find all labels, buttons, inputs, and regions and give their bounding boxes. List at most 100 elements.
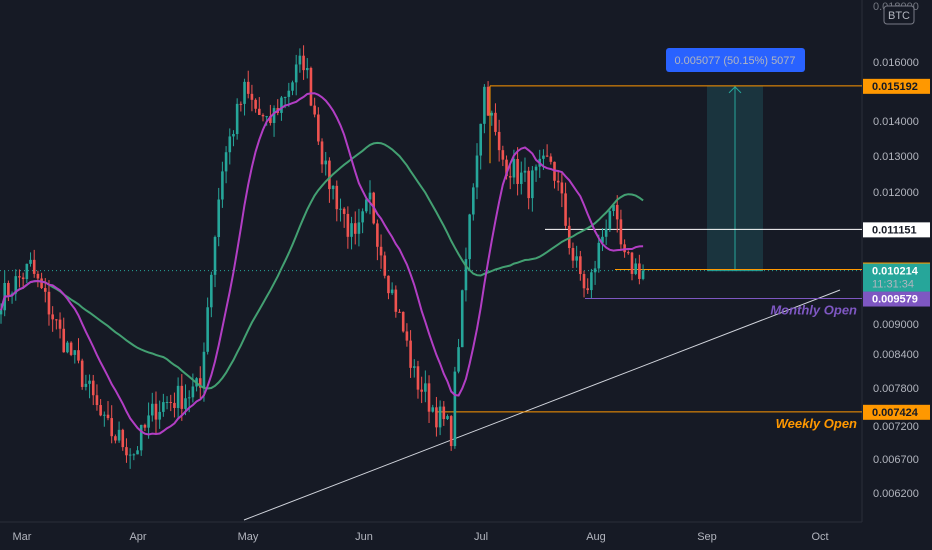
price-label-1: 0.011151	[872, 224, 917, 236]
candle-body-118	[435, 407, 438, 428]
candle-body-11	[40, 278, 43, 289]
candle-body-88	[324, 160, 328, 165]
currency-label: BTC	[888, 10, 910, 22]
candle-body-147	[542, 155, 545, 159]
candle-body-2	[7, 282, 10, 296]
candle-body-39	[143, 424, 147, 428]
candle-body-89	[328, 160, 331, 190]
candle-body-160	[590, 272, 593, 291]
annotation-monthly-open: Monthly Open	[770, 303, 857, 318]
candle-body-171	[630, 252, 634, 274]
price-label-3: 0.009579	[872, 294, 918, 306]
candle-body-99	[365, 199, 368, 212]
candle-body-43	[158, 411, 161, 420]
candle-body-126	[464, 259, 468, 291]
y-tick-label-4: 0.009000	[873, 319, 919, 331]
candle-body-98	[361, 211, 364, 223]
candle-body-55	[202, 351, 206, 388]
candle-body-102	[376, 223, 379, 247]
candle-body-100	[368, 192, 372, 200]
candle-body-172	[634, 263, 637, 274]
candle-body-42	[154, 403, 158, 420]
candle-body-37	[136, 450, 139, 455]
candle-body-70	[258, 108, 261, 115]
y-tick-label-1: 0.014000	[873, 116, 919, 128]
candle-body-41	[150, 403, 154, 416]
candle-body-27	[99, 405, 102, 416]
candle-body-168	[619, 219, 623, 245]
candle-body-162	[597, 242, 601, 269]
candle-body-0	[0, 310, 3, 315]
candle-body-80	[294, 64, 298, 83]
candle-body-17	[62, 328, 66, 353]
candle-body-40	[147, 415, 150, 428]
candle-body-84	[309, 67, 313, 106]
candle-body-30	[110, 418, 113, 437]
candle-body-10	[36, 273, 40, 279]
y-tick-label-0: 0.016000	[873, 57, 919, 69]
candle-body-142	[523, 170, 527, 173]
candle-body-58	[213, 237, 217, 275]
candle-body-81	[298, 55, 302, 65]
price-label-4: 0.007424	[872, 407, 919, 419]
candle-body-111	[409, 340, 412, 368]
candle-body-78	[287, 90, 291, 97]
candle-body-59	[217, 199, 221, 238]
candle-body-105	[387, 275, 390, 294]
candle-body-140	[516, 158, 519, 184]
candle-body-158	[582, 274, 586, 289]
candle-body-95	[350, 223, 353, 237]
moving-average-slow	[0, 141, 644, 390]
candle-body-137	[505, 159, 508, 177]
candle-body-34	[125, 447, 128, 456]
candle-body-155	[571, 248, 575, 261]
x-tick-label-jun: Jun	[355, 531, 373, 543]
x-tick-label-jul: Jul	[474, 531, 488, 543]
candle-body-24	[88, 380, 91, 384]
candle-body-57	[210, 274, 213, 308]
candle-body-66	[243, 81, 246, 104]
candle-body-170	[627, 252, 630, 254]
candle-body-125	[460, 290, 464, 348]
candle-body-136	[501, 150, 505, 160]
candle-body-9	[32, 259, 36, 274]
candle-body-62	[228, 136, 232, 153]
candle-body-163	[601, 236, 604, 243]
candle-body-49	[180, 385, 184, 409]
candle-body-139	[512, 158, 516, 178]
candle-body-5	[18, 276, 21, 278]
candle-body-4	[14, 276, 18, 294]
candle-body-63	[232, 134, 235, 137]
candle-body-97	[357, 222, 361, 234]
currency-badge	[883, 5, 915, 25]
candle-body-15	[55, 319, 58, 321]
candle-body-159	[586, 288, 590, 291]
candle-body-173	[638, 263, 641, 279]
candle-body-143	[527, 170, 530, 199]
candle-body-35	[128, 454, 132, 456]
candle-body-85	[313, 105, 316, 115]
x-tick-label-apr: Apr	[129, 531, 146, 543]
candle-body-145	[534, 166, 538, 171]
candle-body-148	[545, 155, 549, 157]
candle-body-74	[272, 108, 276, 123]
candle-body-141	[519, 172, 523, 184]
candle-body-31	[114, 436, 117, 441]
candle-body-82	[302, 55, 305, 71]
y-tick-label-5: 0.008400	[873, 349, 919, 361]
candle-body-153	[564, 193, 567, 226]
current-price-box	[863, 263, 930, 292]
ascending-trendline	[243, 289, 841, 521]
candle-body-51	[187, 397, 191, 399]
candle-body-161	[593, 268, 597, 273]
y-tick-label-7: 0.007200	[873, 421, 919, 433]
candle-body-44	[162, 402, 165, 412]
candle-body-45	[165, 401, 169, 403]
y-tick-label-6: 0.007800	[873, 383, 919, 395]
candle-body-64	[235, 103, 239, 135]
price-label-box-0	[863, 78, 930, 94]
candle-body-94	[346, 213, 350, 237]
price-label-box-4	[863, 404, 930, 420]
candle-body-61	[224, 152, 228, 172]
